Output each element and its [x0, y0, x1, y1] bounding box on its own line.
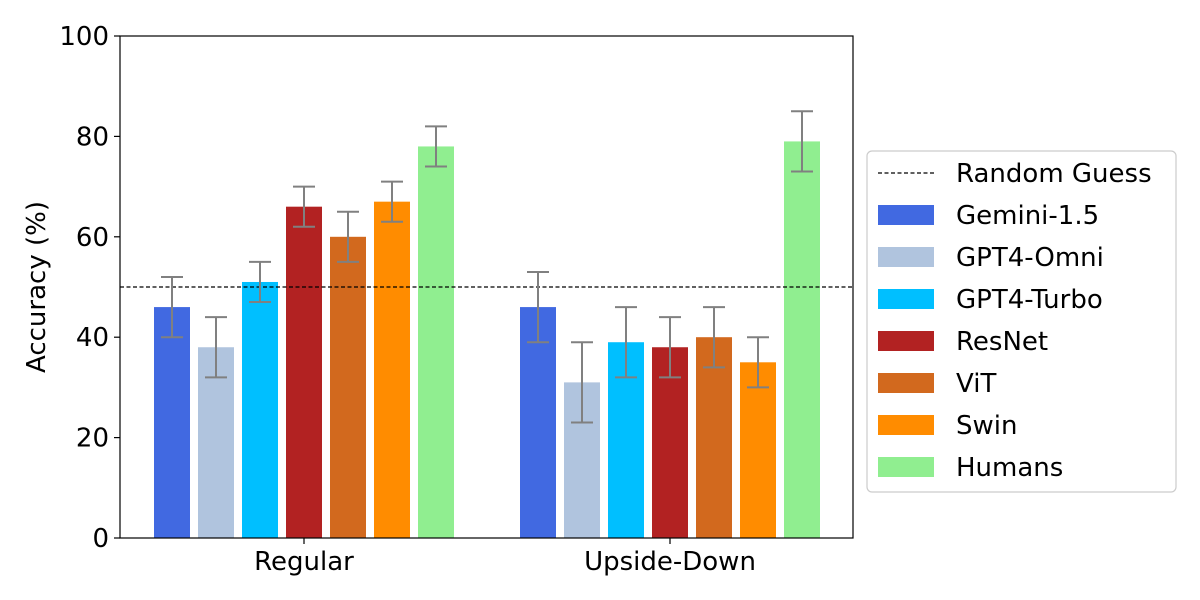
legend: Random Guess Gemini-1.5 GPT4-Omni GPT4-Turb…: [866, 150, 1177, 493]
error-bar-gemini-1-5-upside-down: [527, 270, 549, 344]
bar-gpt4-omni-regular: [198, 347, 234, 538]
legend-label: Swin: [956, 411, 1017, 441]
error-bar-swin-regular: [381, 180, 403, 223]
bar-humans-regular: [418, 146, 454, 538]
error-bar-resnet-upside-down: [659, 316, 681, 379]
error-bar-swin-upside-down: [747, 336, 769, 389]
bar-vit-regular: [330, 236, 366, 539]
x-tick-label-upside-down: Upside-Down: [584, 547, 756, 577]
bar-resnet-upside-down: [652, 347, 688, 538]
legend-swatch: [878, 247, 934, 267]
x-tick-label-regular: Regular: [254, 547, 354, 577]
legend-item-gpt4-turbo: GPT4-Turbo: [878, 285, 1103, 315]
legend-label: Humans: [956, 453, 1063, 483]
legend-label: Gemini-1.5: [956, 201, 1099, 231]
legend-swatch: [878, 415, 934, 435]
error-bar-resnet-regular: [293, 185, 315, 228]
y-tick-label-40: 40: [76, 323, 109, 353]
error-bar-vit-upside-down: [703, 306, 725, 369]
x-axis: Regular Upside-Down: [254, 538, 756, 577]
plot-area-frame: [119, 35, 854, 539]
error-bar-vit-regular: [337, 210, 359, 263]
legend-label: Random Guess: [956, 159, 1152, 189]
error-bar-gpt4-turbo-upside-down: [615, 306, 637, 379]
bar-swin-regular: [374, 201, 410, 538]
error-bar-humans-regular: [425, 125, 447, 168]
bar-resnet-regular: [286, 206, 322, 538]
legend-label: GPT4-Omni: [956, 243, 1104, 273]
error-bar-gemini-1-5-regular: [161, 275, 183, 339]
bar-vit-upside-down: [696, 337, 732, 538]
bar-swin-upside-down: [740, 362, 776, 538]
bars-layer: [154, 141, 820, 539]
legend-item-gpt4-omni: GPT4-Omni: [878, 243, 1104, 273]
legend-swatch: [878, 331, 934, 351]
y-axis: 0 20 40 60 80 100: [59, 22, 120, 554]
legend-item-resnet: ResNet: [878, 327, 1048, 357]
bar-gpt4-turbo-regular: [242, 281, 278, 538]
legend-swatch: [878, 373, 934, 393]
legend-item-vit: ViT: [878, 369, 996, 399]
legend-box: [866, 150, 1177, 493]
legend-item-random-guess: Random Guess: [878, 159, 1152, 189]
bar-gemini-1-5-regular: [154, 307, 190, 538]
error-bar-gpt4-turbo-regular: [249, 260, 271, 304]
y-tick-label-20: 20: [76, 424, 109, 454]
error-bar-gpt4-omni-upside-down: [571, 341, 593, 424]
legend-swatch: [878, 289, 934, 309]
legend-label: ViT: [956, 369, 996, 399]
error-bars-layer: [161, 110, 813, 424]
legend-item-gemini-1-5: Gemini-1.5: [878, 201, 1099, 231]
y-tick-label-60: 60: [76, 223, 109, 253]
legend-swatch: [878, 205, 934, 225]
error-bar-humans-upside-down: [791, 110, 813, 173]
y-axis-label: Accuracy (%): [22, 201, 52, 373]
legend-label: GPT4-Turbo: [956, 285, 1103, 315]
y-tick-label-80: 80: [76, 122, 109, 152]
bar-gemini-1-5-upside-down: [520, 307, 556, 538]
y-tick-label-0: 0: [92, 524, 109, 554]
y-tick-label-100: 100: [59, 22, 109, 52]
legend-item-swin: Swin: [878, 411, 1017, 441]
error-bar-gpt4-omni-regular: [205, 316, 227, 379]
legend-item-humans: Humans: [878, 453, 1063, 483]
legend-label: ResNet: [956, 327, 1048, 357]
bar-humans-upside-down: [784, 141, 820, 539]
legend-swatch: [878, 457, 934, 477]
